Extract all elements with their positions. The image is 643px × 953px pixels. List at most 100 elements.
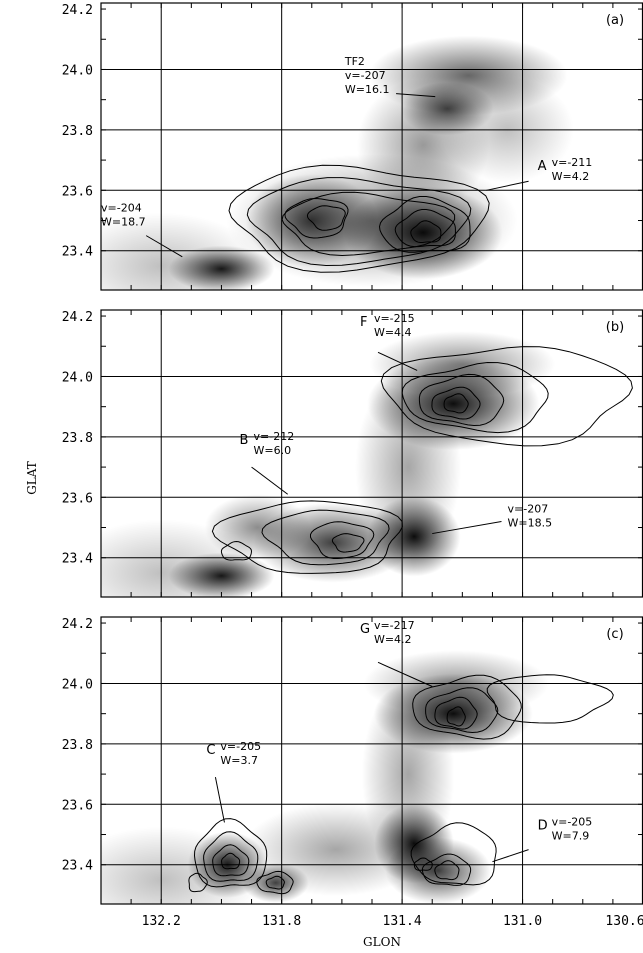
- y-tick-label: 23.6: [62, 184, 93, 199]
- contour-line: [246, 177, 472, 267]
- contour-line: [281, 191, 456, 257]
- contour-line: [203, 831, 259, 882]
- annotation-text: W=4.4: [374, 326, 412, 339]
- annotation-text: W=16.1: [345, 83, 390, 96]
- y-tick-label: 24.2: [62, 310, 93, 325]
- contour-line: [421, 853, 472, 886]
- contour-set: [211, 346, 633, 574]
- annotation-text: v=-212: [254, 430, 295, 443]
- annotation-text: W=18.5: [508, 516, 553, 529]
- annotation-leader-line: [251, 466, 288, 495]
- contour-line: [331, 533, 365, 553]
- y-tick-label: 23.8: [62, 431, 93, 446]
- annotation-text: W=7.9: [552, 829, 590, 842]
- intensity-blob: [101, 212, 261, 290]
- contour-line: [410, 220, 442, 243]
- contour-line: [228, 164, 490, 273]
- contour-line: [434, 860, 460, 881]
- y-tick-label: 24.0: [62, 370, 93, 385]
- annotation-text: v=-204: [101, 201, 142, 214]
- contour-line: [446, 706, 466, 727]
- x-tick-label: 130.6: [605, 914, 643, 929]
- annotation-text: v=-205: [220, 740, 261, 753]
- annotation-text: v=-215: [374, 312, 415, 325]
- annotation-text: W=18.7: [101, 215, 146, 228]
- contour-line: [380, 346, 633, 447]
- x-tick-label: 132.2: [142, 914, 181, 929]
- y-tick-label: 23.4: [62, 245, 93, 260]
- annotation-text: v=-205: [552, 815, 593, 828]
- contour-line: [265, 875, 285, 890]
- intensity-blob: [361, 681, 455, 868]
- y-tick-label: 24.2: [62, 3, 93, 18]
- annotation-text: TF2: [344, 55, 365, 68]
- annotation-letter: G: [360, 622, 370, 637]
- contour-set: [188, 674, 614, 895]
- annotation-text: W=3.7: [220, 754, 258, 767]
- panel-label: (a): [606, 13, 624, 28]
- intensity-blob: [101, 519, 261, 597]
- annotation-text: W=4.2: [374, 633, 412, 646]
- contour-line: [306, 205, 346, 231]
- x-tick-label: 131.4: [383, 914, 422, 929]
- contour-line: [434, 696, 478, 730]
- contour-line: [486, 674, 614, 724]
- annotation-text: v=-211: [552, 156, 593, 169]
- annotation-letter: C: [206, 743, 215, 758]
- annotation-text: v=-207: [508, 502, 549, 515]
- panel-label: (b): [606, 320, 624, 335]
- annotation-leader-line: [432, 520, 502, 535]
- y-tick-label: 23.4: [62, 859, 93, 874]
- annotation-text: v=-217: [374, 619, 415, 632]
- y-tick-label: 24.2: [62, 617, 93, 632]
- y-tick-label: 23.8: [62, 124, 93, 139]
- contour-line: [284, 197, 349, 239]
- contour-line: [431, 386, 481, 420]
- y-tick-label: 24.0: [62, 677, 93, 692]
- contour-line: [212, 844, 250, 877]
- intensity-map: [101, 35, 574, 290]
- contour-line: [412, 674, 522, 740]
- contour-line: [188, 872, 208, 893]
- annotation-letter: F: [360, 315, 367, 330]
- annotation-letter: D: [538, 818, 548, 833]
- y-axis-title: GLAT: [25, 461, 39, 495]
- annotation-leader-line: [396, 93, 436, 98]
- contour-line: [261, 509, 390, 566]
- y-tick-label: 23.6: [62, 491, 93, 506]
- intensity-map: [101, 650, 550, 904]
- y-tick-label: 23.6: [62, 798, 93, 813]
- contour-line: [418, 373, 505, 427]
- annotation-leader-line: [377, 661, 433, 687]
- annotation-leader-line: [377, 351, 418, 371]
- contour-line: [221, 852, 241, 870]
- x-axis-title: GLON: [363, 935, 401, 949]
- contour-set: [228, 164, 490, 273]
- annotation-letter: A: [538, 159, 547, 174]
- contour-line: [256, 870, 294, 895]
- annotation-text: W=6.0: [254, 444, 292, 457]
- contour-line: [425, 687, 499, 734]
- contour-line: [310, 521, 375, 559]
- contour-line: [443, 393, 469, 414]
- annotation-text: v=-207: [345, 69, 386, 82]
- x-tick-label: 131.0: [503, 914, 542, 929]
- y-tick-label: 24.0: [62, 63, 93, 78]
- annotation-leader-line: [145, 235, 183, 258]
- annotation-letter: B: [240, 433, 249, 448]
- contour-line: [220, 540, 253, 561]
- contour-line: [401, 361, 549, 434]
- annotation-leader-line: [214, 777, 225, 823]
- annotation-text: W=4.2: [552, 170, 590, 183]
